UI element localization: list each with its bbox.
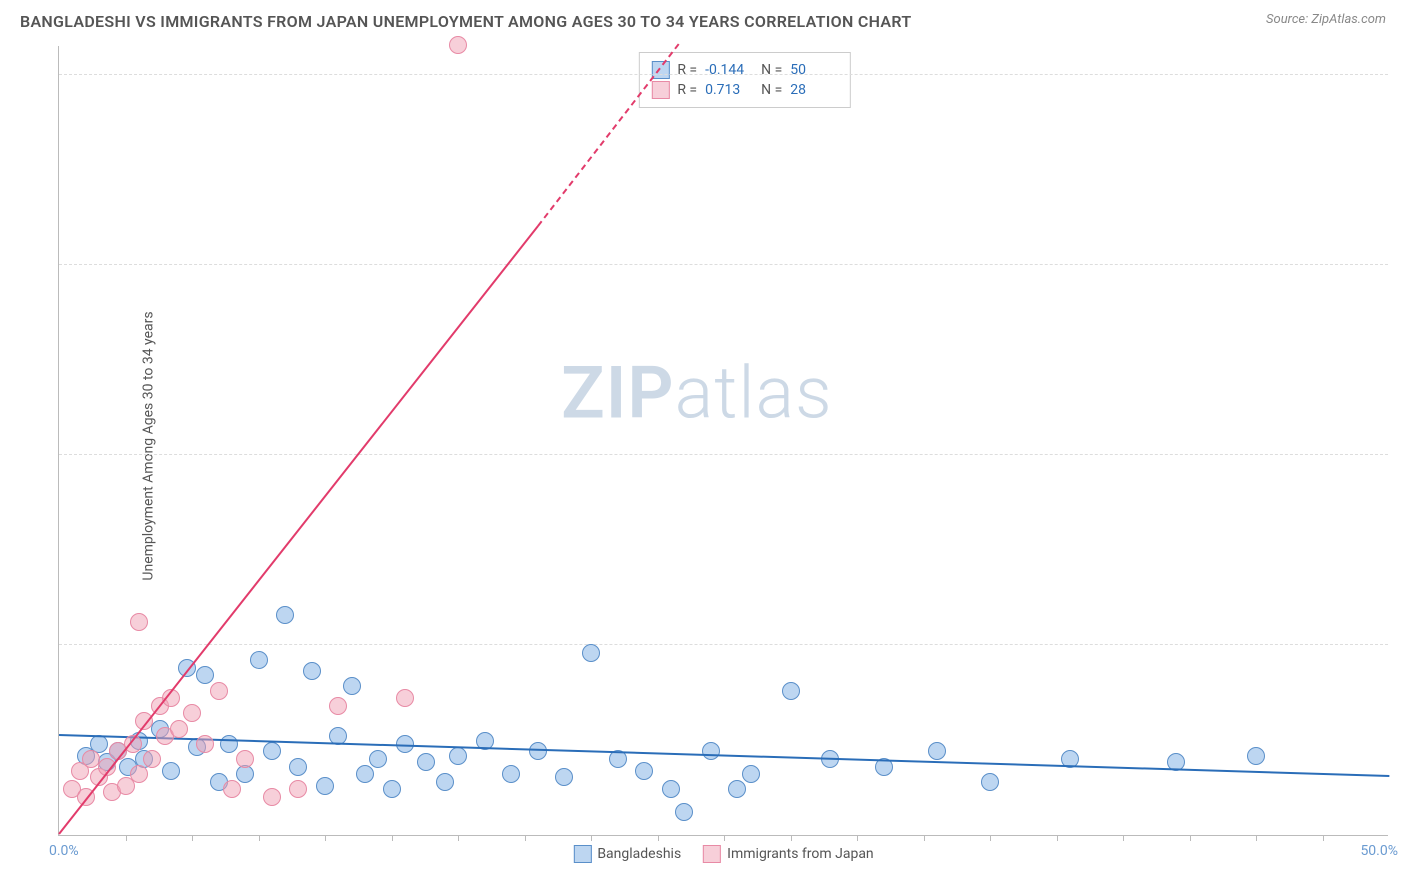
x-tick <box>525 835 526 841</box>
x-tick <box>192 835 193 841</box>
y-tick-label: 50.0% <box>1398 51 1406 67</box>
data-point <box>928 742 946 760</box>
legend-r-label: R = <box>677 62 697 78</box>
data-point <box>396 689 414 707</box>
data-point <box>343 677 361 695</box>
legend-r-label: R = <box>677 82 697 98</box>
plot-area: ZIPatlas R =-0.144N =50R =0.713N =28 0.0… <box>58 46 1388 836</box>
x-tick <box>591 835 592 841</box>
data-point <box>662 780 680 798</box>
data-point <box>417 753 435 771</box>
data-point <box>303 662 321 680</box>
legend-n-value: 28 <box>790 82 838 98</box>
data-point <box>196 735 214 753</box>
data-point <box>236 750 254 768</box>
data-point <box>1247 747 1265 765</box>
x-origin-label: 0.0% <box>49 843 79 859</box>
data-point <box>289 758 307 776</box>
legend-swatch <box>573 845 591 863</box>
x-tick <box>990 835 991 841</box>
x-tick <box>458 835 459 841</box>
series-legend: Bangladeshis Immigrants from Japan <box>573 845 873 863</box>
data-point <box>502 765 520 783</box>
legend-n-label: N = <box>761 62 782 78</box>
x-tick <box>1123 835 1124 841</box>
data-point <box>250 651 268 669</box>
data-point <box>449 36 467 54</box>
legend-series-label: Bangladeshis <box>597 846 681 862</box>
data-point <box>369 750 387 768</box>
gridline <box>59 644 1388 645</box>
data-point <box>702 742 720 760</box>
y-tick-label: 25.0% <box>1398 431 1406 447</box>
x-tick <box>658 835 659 841</box>
legend-r-value: -0.144 <box>705 62 753 78</box>
data-point <box>436 773 454 791</box>
y-tick-label: 37.5% <box>1398 241 1406 257</box>
data-point <box>210 682 228 700</box>
source-label: Source: ZipAtlas.com <box>1266 12 1386 27</box>
data-point <box>981 773 999 791</box>
data-point <box>316 777 334 795</box>
x-tick <box>857 835 858 841</box>
data-point <box>170 720 188 738</box>
data-point <box>263 788 281 806</box>
legend-r-value: 0.713 <box>705 82 753 98</box>
legend-series-label: Immigrants from Japan <box>727 846 873 862</box>
data-point <box>220 735 238 753</box>
data-point <box>529 742 547 760</box>
data-point <box>263 742 281 760</box>
data-point <box>383 780 401 798</box>
data-point <box>742 765 760 783</box>
legend-n-value: 50 <box>790 62 838 78</box>
x-tick <box>1256 835 1257 841</box>
x-tick <box>1057 835 1058 841</box>
gridline <box>59 454 1388 455</box>
y-tick-label: 12.5% <box>1398 621 1406 637</box>
data-point <box>635 762 653 780</box>
data-point <box>555 768 573 786</box>
x-tick <box>126 835 127 841</box>
data-point <box>276 606 294 624</box>
x-tick <box>392 835 393 841</box>
legend-item: Bangladeshis <box>573 845 681 863</box>
watermark: ZIPatlas <box>561 351 833 436</box>
gridline <box>59 74 1388 75</box>
data-point <box>130 613 148 631</box>
data-point <box>183 704 201 722</box>
data-point <box>289 780 307 798</box>
x-tick <box>924 835 925 841</box>
x-tick <box>724 835 725 841</box>
data-point <box>130 765 148 783</box>
trend-line-dash <box>537 43 680 227</box>
data-point <box>223 780 241 798</box>
x-tick <box>1190 835 1191 841</box>
x-max-label: 50.0% <box>1360 843 1398 859</box>
data-point <box>329 697 347 715</box>
chart-title: BANGLADESHI VS IMMIGRANTS FROM JAPAN UNE… <box>20 12 911 31</box>
data-point <box>356 765 374 783</box>
data-point <box>143 750 161 768</box>
data-point <box>449 747 467 765</box>
x-tick <box>325 835 326 841</box>
legend-row: R = 0.713 N = 28 <box>651 81 838 99</box>
data-point <box>196 666 214 684</box>
data-point <box>675 803 693 821</box>
data-point <box>582 644 600 662</box>
x-tick <box>259 835 260 841</box>
legend-n-label: N = <box>761 82 782 98</box>
legend-swatch <box>703 845 721 863</box>
legend-item: Immigrants from Japan <box>703 845 873 863</box>
legend-row: R = -0.144 N = 50 <box>651 61 838 79</box>
data-point <box>782 682 800 700</box>
x-tick <box>1323 835 1324 841</box>
legend-swatch <box>651 81 669 99</box>
x-tick <box>791 835 792 841</box>
correlation-legend: R = -0.144 N = 50 R = 0.713 N = 28 <box>638 52 851 108</box>
trend-line <box>59 734 1389 777</box>
data-point <box>162 762 180 780</box>
plot-container: ZIPatlas R =-0.144N =50R =0.713N =28 0.0… <box>58 46 1388 836</box>
gridline <box>59 264 1388 265</box>
data-point <box>728 780 746 798</box>
